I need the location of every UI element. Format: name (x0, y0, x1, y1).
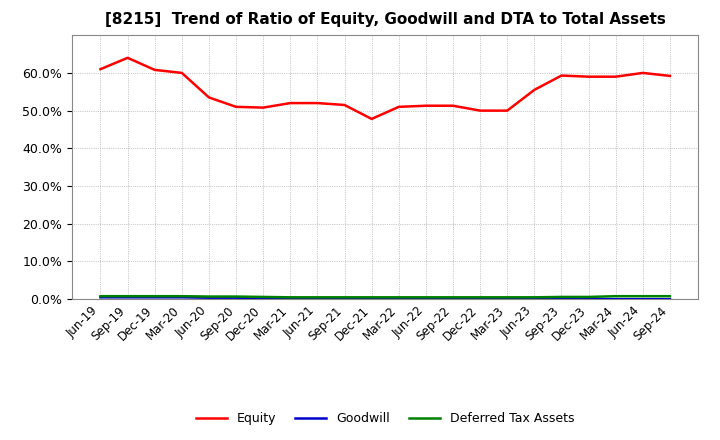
Deferred Tax Assets (259, 294, 268, 300)
Deferred Tax Assets (96, 293, 105, 299)
Deferred Tax Assets (476, 295, 485, 300)
Goodwill (530, 297, 539, 302)
Equity (665, 73, 674, 79)
Deferred Tax Assets (204, 294, 213, 299)
Equity (557, 73, 566, 78)
Equity (96, 66, 105, 72)
Goodwill (286, 297, 294, 302)
Deferred Tax Assets (449, 295, 457, 300)
Equity (204, 95, 213, 100)
Goodwill (584, 297, 593, 302)
Line: Goodwill: Goodwill (101, 297, 670, 299)
Equity (313, 100, 322, 106)
Equity (639, 70, 647, 76)
Goodwill (421, 297, 430, 302)
Equity (503, 108, 511, 113)
Title: [8215]  Trend of Ratio of Equity, Goodwill and DTA to Total Assets: [8215] Trend of Ratio of Equity, Goodwil… (105, 12, 665, 27)
Deferred Tax Assets (395, 295, 403, 300)
Legend: Equity, Goodwill, Deferred Tax Assets: Equity, Goodwill, Deferred Tax Assets (191, 407, 580, 430)
Equity (259, 105, 268, 110)
Equity (530, 87, 539, 92)
Equity (449, 103, 457, 108)
Deferred Tax Assets (503, 295, 511, 300)
Goodwill (150, 295, 159, 300)
Goodwill (259, 295, 268, 301)
Goodwill (178, 295, 186, 300)
Goodwill (639, 297, 647, 302)
Deferred Tax Assets (286, 295, 294, 300)
Goodwill (449, 297, 457, 302)
Equity (150, 67, 159, 73)
Goodwill (204, 295, 213, 301)
Deferred Tax Assets (557, 294, 566, 300)
Deferred Tax Assets (150, 293, 159, 299)
Goodwill (665, 297, 674, 302)
Equity (123, 55, 132, 60)
Goodwill (611, 297, 620, 302)
Deferred Tax Assets (639, 293, 647, 299)
Goodwill (313, 297, 322, 302)
Equity (395, 104, 403, 110)
Deferred Tax Assets (232, 294, 240, 299)
Deferred Tax Assets (665, 293, 674, 299)
Deferred Tax Assets (584, 294, 593, 300)
Deferred Tax Assets (367, 295, 376, 300)
Deferred Tax Assets (313, 295, 322, 300)
Line: Equity: Equity (101, 58, 670, 119)
Goodwill (476, 297, 485, 302)
Equity (611, 74, 620, 79)
Deferred Tax Assets (341, 295, 349, 300)
Deferred Tax Assets (421, 295, 430, 300)
Equity (584, 74, 593, 79)
Goodwill (367, 297, 376, 302)
Goodwill (557, 297, 566, 302)
Equity (341, 103, 349, 108)
Goodwill (123, 295, 132, 300)
Deferred Tax Assets (123, 293, 132, 299)
Deferred Tax Assets (530, 295, 539, 300)
Goodwill (395, 297, 403, 302)
Equity (367, 116, 376, 121)
Goodwill (503, 297, 511, 302)
Equity (178, 70, 186, 76)
Goodwill (341, 297, 349, 302)
Goodwill (232, 295, 240, 301)
Goodwill (96, 295, 105, 300)
Line: Deferred Tax Assets: Deferred Tax Assets (101, 296, 670, 297)
Equity (421, 103, 430, 108)
Deferred Tax Assets (611, 293, 620, 299)
Equity (232, 104, 240, 110)
Deferred Tax Assets (178, 293, 186, 299)
Equity (476, 108, 485, 113)
Equity (286, 100, 294, 106)
